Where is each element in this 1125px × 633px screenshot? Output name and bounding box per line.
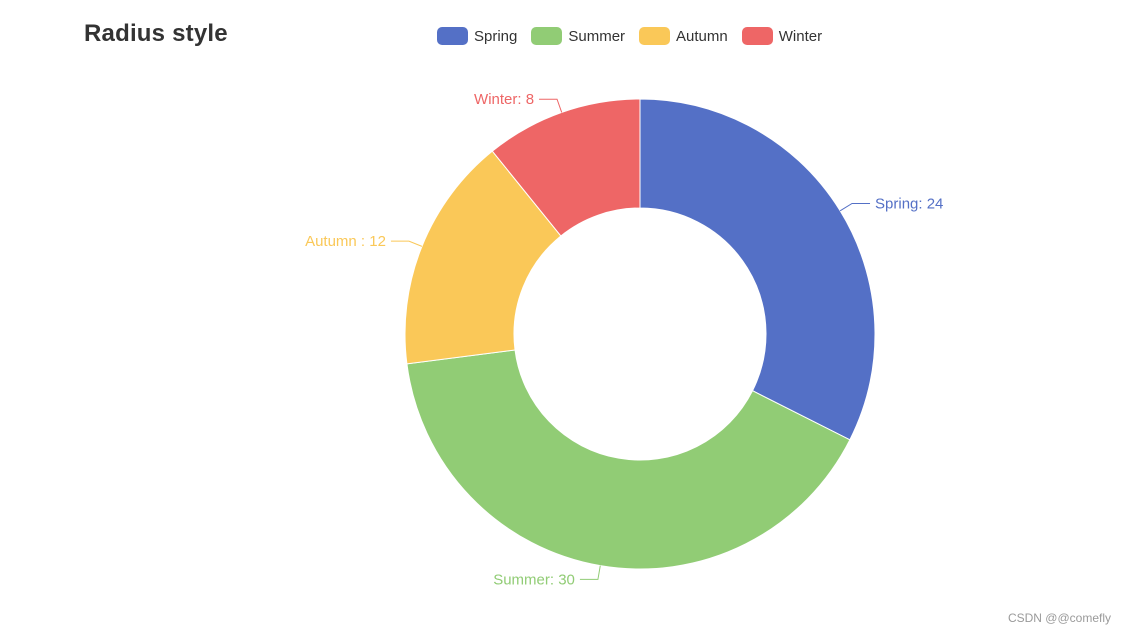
slice-winter[interactable] (491, 98, 641, 237)
legend-item-autumn[interactable]: Autumn (639, 27, 728, 45)
slice-spring[interactable] (639, 98, 876, 441)
legend-swatch-winter (741, 27, 773, 45)
leader-line-spring (839, 202, 871, 212)
chart-legend: Spring Summer Autumn Winter (437, 25, 836, 47)
legend-label-autumn: Autumn (676, 27, 728, 45)
slice-label-winter: Winter: 8 (474, 91, 534, 108)
legend-item-winter[interactable]: Winter (741, 27, 823, 45)
slice-autumn[interactable] (404, 150, 562, 365)
slice-summer[interactable] (406, 349, 851, 570)
donut-slices (404, 98, 876, 570)
leader-line-autumn (390, 240, 423, 247)
leader-line-winter (539, 98, 563, 113)
legend-label-summer: Summer (568, 27, 626, 45)
legend-swatch-autumn (639, 27, 671, 45)
leader-line-summer (579, 565, 601, 580)
slice-label-summer: Summer: 30 (493, 571, 575, 588)
legend-swatch-summer (531, 27, 563, 45)
legend-label-spring: Spring (474, 27, 518, 45)
label-leader-lines (390, 98, 871, 580)
slice-label-spring: Spring: 24 (875, 195, 943, 212)
legend-swatch-spring (437, 27, 468, 45)
chart-title: Radius style (84, 20, 228, 47)
watermark: CSDN @@comefly (1007, 611, 1111, 625)
legend-item-spring[interactable]: Spring (437, 27, 517, 45)
slice-labels: Spring: 24 Summer: 30 Autumn : 12 Winter: 8 (305, 91, 943, 588)
legend-label-winter: Winter (778, 27, 823, 45)
legend-item-summer[interactable]: Summer (531, 27, 625, 45)
slice-label-autumn: Autumn : 12 (305, 233, 386, 250)
